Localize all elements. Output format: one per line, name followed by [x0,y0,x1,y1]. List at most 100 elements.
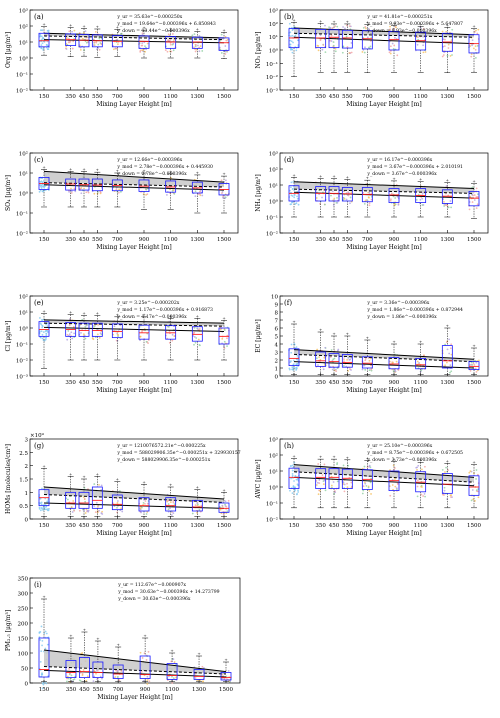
scatter-point [444,343,447,346]
scatter-point [99,191,102,194]
scatter-point [444,38,446,41]
scatter-point [41,639,44,642]
box-150: + [288,454,300,509]
scatter-point [171,33,174,35]
scatter-point [70,506,73,508]
box-1100: + [415,177,427,218]
box-700: + [111,312,123,361]
scatter-point [342,197,345,199]
box-body [218,37,230,51]
outlier-marker: + [196,27,199,32]
box-1500: + [220,657,232,682]
scatter-point [342,464,345,467]
scatter-point [40,501,43,504]
scatter-point [194,677,197,679]
scatter-point [293,193,296,196]
fit-uncertainty-band [294,181,474,194]
box-700: + [111,477,123,517]
box-900: + [138,479,150,517]
x-tick-label: 1100 [414,94,428,100]
scatter-point [474,56,477,59]
scatter-point [223,345,225,348]
scatter-point [394,197,397,199]
box-350: + [65,471,77,517]
scatter-point [468,208,471,211]
scatter-point [446,204,449,207]
x-tick-label: 700 [362,523,373,529]
scatter-point [333,369,336,372]
scatter-point [291,195,294,197]
scatter-point [389,49,392,52]
scatter-point [319,358,322,361]
scatter-point [345,35,348,38]
scatter-point [196,511,198,514]
scatter-point [42,185,44,188]
scatter-point [349,52,351,54]
scatter-point [93,669,95,672]
scatter-point [447,206,450,209]
scatter-point [450,343,453,346]
scatter-point [361,492,364,495]
box-1500: + [468,343,480,375]
outlier-marker: + [472,460,475,465]
scatter-point [167,39,170,42]
fit-line-mid [43,35,225,41]
scatter-point [447,43,450,46]
scatter-point [349,196,352,199]
scatter-point [201,680,204,683]
scatter-point [318,356,321,359]
scatter-point [447,47,450,49]
scatter-point [41,644,43,647]
box-body [165,497,177,512]
scatter-point [120,188,123,190]
x-tick-label: 1300 [190,523,204,529]
x-tick-label: 1500 [217,380,231,386]
x-tick-label: 700 [112,94,123,100]
scatter-point [73,509,76,512]
x-tick-label: 900 [389,380,400,386]
y-tick-label: 4 [275,343,279,349]
box-150: + [38,164,50,208]
scatter-point [370,364,372,367]
scatter-point [219,328,222,331]
scatter-point [392,370,395,373]
outlier-marker: + [96,636,99,641]
box-body [191,36,203,49]
scatter-point [219,508,222,511]
scatter-point [424,51,427,53]
scatter-point [330,349,333,351]
outlier-marker: + [69,166,72,171]
scatter-point [317,463,320,465]
box-150: + [288,172,300,218]
box-150: + [38,463,50,517]
outlier-marker: + [332,454,335,459]
x-tick-label: 1100 [164,523,178,529]
scatter-point [329,39,331,42]
scatter-point [393,44,396,47]
equation-line: y_ur = 41.81e^−0.000251x [366,13,432,20]
scatter-point [296,354,299,357]
scatter-point [69,40,72,43]
scatter-point [147,342,149,345]
x-axis-label: Mixing Layer Height [m] [96,387,171,394]
scatter-point [421,468,423,471]
box-1500: + [468,24,480,73]
y-tick-label: 50 [21,667,28,673]
scatter-point [41,318,43,321]
outlier-marker: + [472,24,475,29]
scatter-point [289,186,292,189]
x-tick-label: 1500 [467,237,481,243]
scatter-point [346,482,348,485]
box-1500: + [218,487,230,517]
scatter-point [147,650,150,653]
scatter-point [140,511,142,514]
scatter-point [66,677,68,680]
scatter-point [449,200,452,202]
scatter-point [41,42,44,45]
scatter-point [45,323,47,326]
y-axis-label: Org [μg/m³] [5,32,12,68]
scatter-point [362,489,365,492]
scatter-point [346,486,349,489]
outlier-marker: + [69,309,72,314]
scatter-point [173,503,176,506]
